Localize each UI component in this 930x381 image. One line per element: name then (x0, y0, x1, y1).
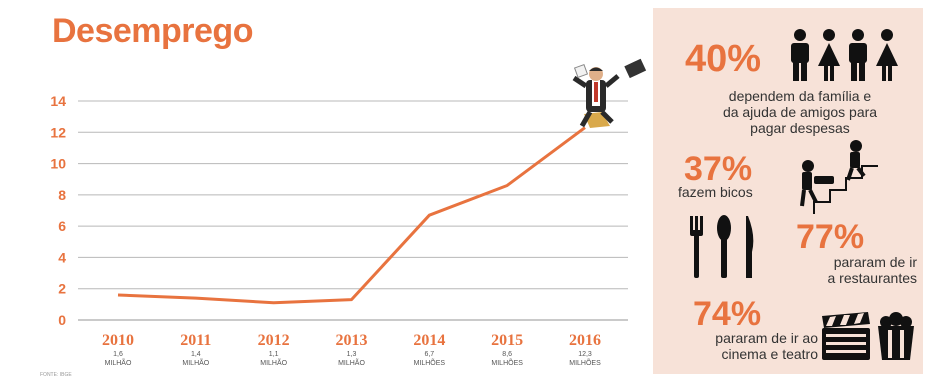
x-tick-label: 2012 (258, 332, 290, 349)
stat-74-pct: 74% (693, 295, 762, 333)
x-tick-label: 2015 (491, 332, 523, 349)
x-tick-label: 2010 (102, 332, 134, 349)
y-tick-label: 2 (58, 281, 66, 297)
y-tick-label: 0 (58, 312, 66, 328)
x-tick-label: 2013 (336, 332, 368, 349)
x-tick-label: 2014 (413, 332, 445, 349)
y-tick-label: 4 (58, 249, 66, 265)
x-axis: 20101,6MILHÃO20111,4MILHÃO20121,1MILHÃO2… (102, 332, 601, 367)
stat-40-line-3: pagar despesas (750, 120, 850, 136)
cinema-icon (822, 312, 914, 360)
x-sublabel: 1,3 (347, 351, 357, 358)
stat-37-pct: 37% (684, 150, 753, 188)
stat-40-pct: 40% (685, 38, 762, 80)
stat-40-text: dependem da família e da ajuda de amigos… (680, 88, 920, 136)
x-sublabel: MILHÃO (338, 358, 365, 367)
x-sublabel: 12,3 (578, 351, 592, 358)
stat-40-line-1: dependem da família e (728, 88, 872, 104)
source-note: FONTE: IBGE (40, 372, 72, 378)
grid (78, 100, 628, 321)
y-tick-label: 8 (58, 187, 66, 203)
stat-37-text: fazem bicos (678, 184, 753, 200)
x-sublabel: MILHÕES (414, 358, 446, 367)
stat-77-line-2: a restaurantes (827, 270, 918, 286)
stat-74-line-1: pararam de ir ao (715, 330, 818, 346)
x-sublabel: 8,6 (502, 351, 512, 358)
x-sublabel: 1,4 (191, 351, 201, 358)
stat-77-line-1: pararam de ir (833, 254, 917, 270)
x-sublabel: MILHÕES (491, 358, 523, 367)
series-line (117, 126, 586, 305)
stats-panel (653, 8, 923, 374)
x-sublabel: MILHÕES (569, 358, 601, 367)
cutlery-icon (690, 215, 754, 278)
stat-74-text: pararam de ir ao cinema e teatro (658, 330, 818, 362)
falling-man-icon (572, 58, 647, 128)
chart-title: Desemprego (52, 12, 253, 50)
x-sublabel: 1,6 (113, 351, 123, 358)
y-axis: 0 2 4 6 8 10 12 14 (50, 93, 66, 328)
y-tick-label: 10 (50, 156, 66, 172)
x-sublabel: 1,1 (269, 351, 279, 358)
y-tick-label: 12 (50, 124, 66, 140)
y-tick-label: 6 (58, 218, 66, 234)
people-icon (791, 29, 898, 81)
stairs-workers-icon (800, 140, 878, 214)
stat-77-text: pararam de ir a restaurantes (783, 254, 918, 286)
x-sublabel: MILHÃO (105, 358, 132, 367)
stat-77-pct: 77% (796, 218, 865, 256)
stat-74-line-2: cinema e teatro (721, 346, 819, 362)
x-tick-label: 2011 (180, 332, 211, 349)
x-sublabel: 6,7 (424, 351, 434, 358)
stat-40-line-2: da ajuda de amigos para (722, 104, 878, 120)
y-tick-label: 14 (50, 93, 66, 109)
x-sublabel: MILHÃO (182, 358, 209, 367)
x-tick-label: 2016 (569, 332, 601, 349)
x-sublabel: MILHÃO (260, 358, 287, 367)
